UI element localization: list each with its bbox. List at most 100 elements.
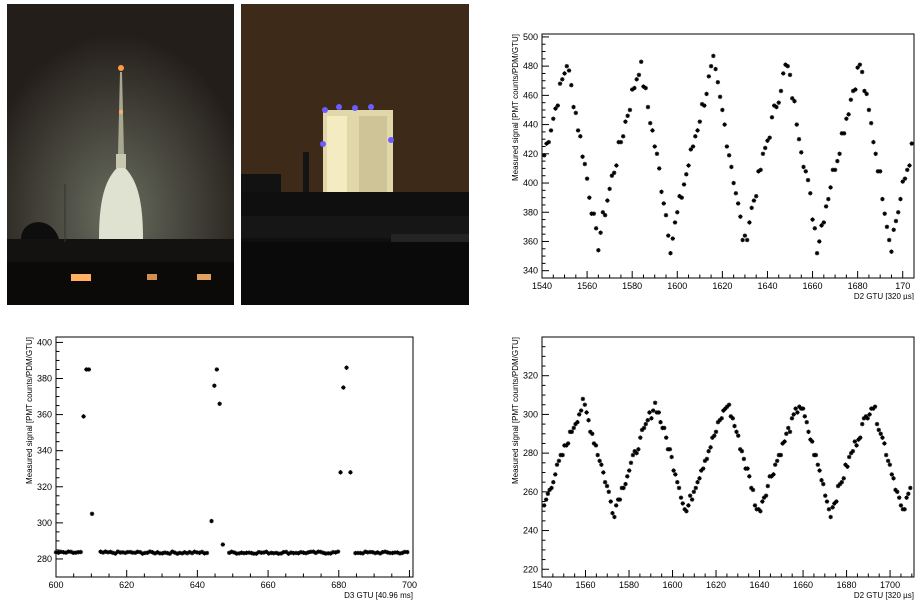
- data-point: [553, 106, 558, 111]
- data-point: [344, 365, 349, 370]
- y-tick-label: 280: [37, 554, 52, 564]
- data-point: [666, 233, 671, 238]
- data-point: [753, 193, 759, 199]
- chart-bottom-left-svg: 600 620 640 660 680 700 280 300 320 340 360 380 400 D…: [25, 336, 417, 600]
- data-point: [845, 464, 850, 469]
- x-tick-label: 1700: [880, 580, 900, 590]
- data-point: [763, 493, 769, 498]
- data-point: [706, 74, 712, 79]
- data-point: [634, 450, 639, 456]
- data-point: [722, 122, 727, 127]
- data-point: [882, 211, 887, 216]
- data-point: [871, 139, 876, 145]
- data-point: [554, 462, 560, 467]
- data-point: [687, 493, 693, 498]
- data-point: [846, 112, 851, 117]
- data-point: [607, 186, 612, 192]
- data-point: [695, 128, 700, 133]
- data-point: [813, 452, 819, 458]
- data-point: [545, 491, 551, 496]
- data-point: [170, 549, 175, 554]
- data-point: [571, 104, 576, 110]
- data-point: [841, 476, 846, 481]
- data-point: [575, 128, 581, 133]
- y-tick-label: 460: [523, 90, 538, 100]
- x-tick-label: 620: [119, 580, 134, 590]
- data-point: [828, 185, 833, 190]
- data-point: [729, 164, 734, 170]
- data-point: [715, 80, 721, 85]
- data-point: [902, 507, 907, 512]
- y-axis-label: Measured signal [PMT counts/PDM/GTU]: [512, 34, 520, 181]
- y-tick-label: 500: [523, 32, 538, 42]
- data-point: [323, 551, 328, 556]
- data-point: [808, 191, 813, 196]
- data-point: [657, 166, 662, 171]
- data-point: [610, 510, 615, 516]
- data-point: [578, 134, 583, 139]
- data-point: [848, 97, 854, 102]
- data-point: [673, 472, 678, 477]
- data-point: [751, 198, 757, 203]
- data-point: [650, 408, 656, 413]
- data-point: [867, 412, 872, 417]
- plot-frame: [541, 336, 915, 578]
- data-point: [883, 452, 889, 458]
- data-point: [625, 474, 630, 479]
- data-point: [86, 367, 92, 372]
- data-point: [630, 452, 636, 458]
- y-tick-label: 300: [37, 518, 52, 528]
- data-point: [693, 134, 698, 139]
- data-point: [577, 412, 582, 417]
- data-point: [541, 503, 547, 508]
- data-point: [672, 220, 678, 225]
- data-point: [739, 448, 745, 454]
- data-point: [623, 119, 628, 124]
- y-tick-label: 480: [523, 61, 538, 71]
- y-tick-label: 380: [37, 374, 52, 384]
- data-point: [834, 499, 839, 504]
- data-point: [791, 412, 796, 417]
- data-point: [546, 139, 551, 145]
- data-point: [747, 220, 752, 225]
- data-point: [852, 439, 858, 444]
- data-point: [874, 421, 880, 427]
- data-point: [745, 466, 750, 471]
- data-point: [742, 233, 748, 238]
- data-point: [693, 485, 699, 491]
- x-tick-label: 1620: [712, 281, 732, 291]
- y-tick-label: 280: [523, 448, 538, 458]
- x-tick-label: 1640: [757, 281, 777, 291]
- data-point: [824, 499, 830, 504]
- data-point: [553, 472, 558, 477]
- data-point: [876, 427, 881, 433]
- data-point: [802, 414, 807, 419]
- x-tick-label: 640: [190, 580, 205, 590]
- y-tick-label: 340: [523, 266, 538, 276]
- data-point: [812, 226, 817, 231]
- data-point: [817, 468, 822, 473]
- data-point: [906, 491, 911, 496]
- data-point: [895, 489, 900, 495]
- y-tick-label: 320: [37, 482, 52, 492]
- y-tick-label: 360: [37, 410, 52, 420]
- x-tick-label: 1620: [706, 580, 726, 590]
- data-point: [650, 128, 655, 133]
- data-point: [595, 452, 600, 458]
- data-point: [889, 472, 895, 477]
- data-point: [566, 68, 572, 73]
- data-point: [695, 479, 700, 485]
- data-point: [711, 53, 716, 59]
- data-point: [844, 116, 849, 121]
- data-point: [786, 425, 791, 431]
- y-tick-label: 300: [523, 409, 538, 419]
- data-point: [781, 71, 786, 76]
- data-point: [793, 406, 798, 411]
- data-point: [801, 164, 806, 170]
- data-point: [758, 167, 763, 173]
- data-point: [639, 59, 644, 64]
- data-point: [860, 421, 865, 427]
- plot-frame: [541, 33, 915, 279]
- data-point: [893, 218, 899, 224]
- data-point: [795, 410, 800, 415]
